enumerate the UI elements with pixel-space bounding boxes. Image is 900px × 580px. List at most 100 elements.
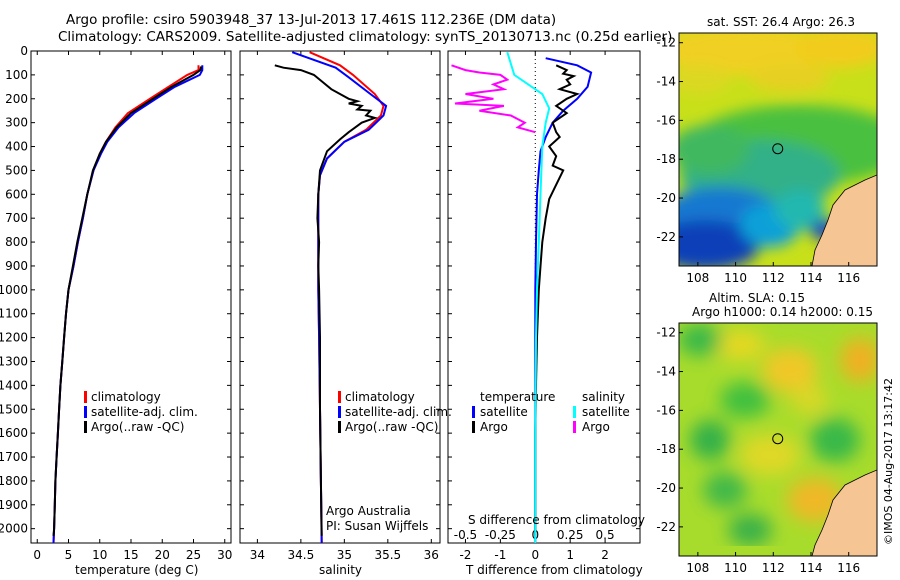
sst-map-frame [678, 32, 878, 267]
map-x-tick-label: 114 [800, 561, 823, 575]
series-satellite-adj-clim- [291, 51, 388, 544]
series-temperature-satellite [534, 57, 593, 543]
temp-legend-argo: Argo(..raw -QC) [91, 420, 185, 434]
x-tick-label: 2 [601, 548, 609, 562]
series-argo-raw-qc- [52, 66, 202, 536]
x-tick-label: 10 [92, 548, 107, 562]
y-tick-label: 100 [5, 68, 28, 82]
map-y-tick-label: -14 [656, 75, 676, 89]
x-tick-label: 36 [424, 548, 439, 562]
y-tick-label: 1200 [0, 331, 28, 345]
map-y-tick-label: -18 [656, 442, 676, 456]
series-temperature-argo [534, 64, 581, 536]
map-panels: 108 110 112 114 116 -12 -14 -16 -18 -20 -22 108 110 1… [656, 32, 878, 575]
legend-swatch-red [338, 391, 341, 403]
diff-legend-sal-satellite: satellite [582, 405, 630, 419]
legend-swatch-blue [338, 406, 341, 418]
y-tick-label: 1300 [0, 354, 28, 368]
legend-swatch-cyan [573, 406, 576, 418]
diff-legend-temp-satellite: satellite [480, 405, 528, 419]
salinity-frame [239, 50, 441, 544]
y-tick-label: 1600 [0, 426, 28, 440]
series-climatology [52, 65, 200, 544]
y-tick-label: 0 [20, 44, 28, 58]
y-tick-label: 1100 [0, 307, 28, 321]
diff-legend-sal-title: salinity [582, 390, 626, 404]
series-salinity-argo [451, 64, 536, 134]
series-satellite-adj-clim- [52, 65, 204, 544]
profile-charts: 0 5 10 15 20 25 300100200300400500600700800900… [0, 44, 641, 562]
map-x-tick-label: 110 [724, 561, 747, 575]
map-y-tick-label: -20 [656, 481, 676, 495]
x-tick-label: 34.5 [288, 548, 315, 562]
map-x-tick-label: 110 [724, 271, 747, 285]
temperature-panel: 0 5 10 15 20 25 300100200300400500600700800900… [0, 44, 232, 562]
top-tick-label: -0.5 [454, 528, 477, 542]
sst-heatmap [679, 33, 877, 266]
x-tick-label: 20 [155, 548, 170, 562]
temperature-frame [30, 50, 232, 544]
sla-heatmap [679, 323, 877, 556]
argo-float-marker [772, 433, 784, 445]
map-x-tick-label: 108 [686, 271, 709, 285]
x-tick-label: 35 [337, 548, 352, 562]
top-tick-label: 0.25 [557, 528, 584, 542]
argo-float-marker [772, 143, 784, 155]
y-tick-label: 900 [5, 259, 28, 273]
y-tick-label: 700 [5, 211, 28, 225]
x-tick-label: 5 [65, 548, 73, 562]
sal-legend-climatology: climatology [345, 390, 415, 404]
y-tick-label: 600 [5, 187, 28, 201]
diff-legend-temp-title: temperature [480, 390, 556, 404]
legend-swatch-magenta [573, 421, 576, 433]
map-x-tick-label: 112 [762, 561, 785, 575]
y-tick-label: 1000 [0, 283, 28, 297]
series-argo-raw-qc- [274, 64, 379, 536]
map-y-tick-label: -18 [656, 152, 676, 166]
sst-map-title: sat. SST: 26.4 Argo: 26.3 [707, 15, 856, 29]
y-tick-label: 1500 [0, 402, 28, 416]
sla-map-title-1: Altim. SLA: 0.15 [709, 291, 806, 305]
legend-swatch-blue [472, 406, 475, 418]
sla-map-frame [678, 322, 878, 557]
top-tick-label: 0.5 [596, 528, 615, 542]
legend-swatch-black [84, 421, 87, 433]
x-tick-label: 1 [566, 548, 574, 562]
y-tick-label: 1400 [0, 378, 28, 392]
temp-legend-climatology: climatology [91, 390, 161, 404]
series-salinity-satellite [506, 51, 551, 543]
legend-swatch-blue [84, 406, 87, 418]
x-tick-label: 15 [123, 548, 138, 562]
pi-label: PI: Susan Wijffels [326, 519, 429, 533]
legend-swatch-black [472, 421, 475, 433]
legend-swatch-red [84, 391, 87, 403]
sal-legend-argo: Argo(..raw -QC) [345, 420, 439, 434]
map-y-tick-label: -16 [656, 113, 676, 127]
sal-legend-satellite: satellite-adj. clim. [345, 405, 452, 419]
map-x-tick-label: 114 [800, 271, 823, 285]
top-tick-label: -0.25 [485, 528, 516, 542]
y-tick-label: 1700 [0, 450, 28, 464]
map-x-tick-label: 116 [837, 561, 860, 575]
map-x-tick-label: 116 [837, 271, 860, 285]
y-tick-label: 200 [5, 92, 28, 106]
difference-xlabel: T difference from climatology [466, 563, 643, 577]
y-tick-label: 1800 [0, 474, 28, 488]
x-tick-label: -2 [459, 548, 471, 562]
y-tick-label: 400 [5, 140, 28, 154]
x-tick-label: 25 [186, 548, 201, 562]
sla-map-title-2: Argo h1000: 0.14 h2000: 0.15 [692, 305, 873, 319]
difference-frame [447, 50, 641, 544]
map-y-tick-label: -12 [656, 326, 676, 340]
map-y-tick-label: -20 [656, 191, 676, 205]
diff-legend-temp-argo: Argo [480, 420, 508, 434]
x-tick-label: 35.5 [374, 548, 401, 562]
y-tick-label: 800 [5, 235, 28, 249]
y-tick-label: 1900 [0, 498, 28, 512]
x-tick-label: 0 [531, 548, 539, 562]
diff-legend-sal-argo: Argo [582, 420, 610, 434]
temperature-xlabel: temperature (deg C) [75, 563, 199, 577]
map-y-tick-label: -16 [656, 403, 676, 417]
argo-australia-label: Argo Australia [326, 504, 411, 518]
